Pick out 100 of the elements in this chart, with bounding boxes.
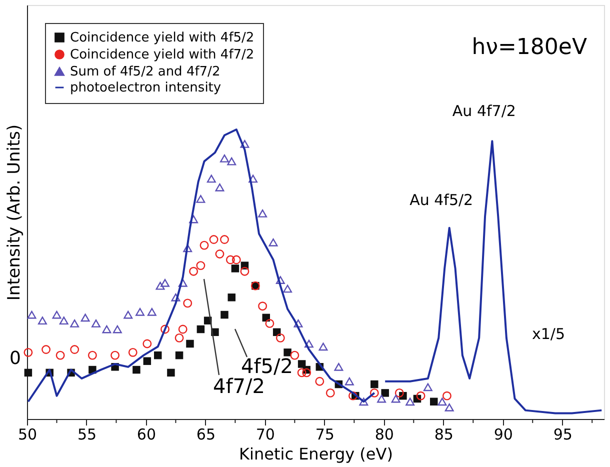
legend-label: Coincidence yield with 4f5/2 [70, 30, 254, 46]
point [406, 398, 415, 406]
point [178, 278, 188, 287]
point [377, 394, 386, 403]
point [258, 302, 268, 311]
point [444, 403, 454, 412]
point [80, 314, 90, 322]
point [136, 308, 144, 316]
point [110, 350, 120, 360]
point [160, 278, 170, 287]
point [344, 377, 354, 386]
text: hν=180eV [472, 35, 587, 60]
point [423, 383, 432, 392]
point [142, 339, 152, 348]
point [27, 310, 36, 319]
point [302, 368, 312, 378]
point [265, 318, 274, 328]
point [348, 391, 358, 400]
annotation: x1/5 [532, 325, 566, 343]
point [112, 325, 122, 334]
point [171, 293, 180, 302]
point [334, 362, 344, 371]
point [160, 324, 170, 334]
point [189, 215, 198, 224]
x-axis-title: Kinetic Energy (eV) [239, 444, 393, 464]
x-tick-label: 75 [315, 426, 334, 444]
point [370, 388, 379, 398]
point [200, 240, 209, 250]
x-tick-label: 65 [196, 426, 216, 444]
point [196, 261, 206, 270]
point [147, 308, 156, 316]
point [294, 320, 303, 328]
point [189, 266, 198, 276]
point [70, 345, 80, 354]
point [215, 183, 224, 192]
point [276, 276, 285, 284]
point [220, 235, 229, 244]
point [128, 348, 138, 357]
point [304, 340, 314, 348]
point [315, 376, 324, 386]
point [38, 316, 47, 325]
point [268, 238, 278, 246]
point [209, 235, 218, 244]
point [284, 348, 292, 356]
point [56, 350, 65, 360]
point [442, 391, 452, 400]
x-tick-label: 55 [77, 426, 97, 444]
point [359, 398, 368, 406]
point [132, 366, 140, 374]
x-tick-label: 80 [374, 426, 394, 444]
y-axis-title: Intensity (Arb. Units) [4, 124, 24, 301]
point [178, 324, 188, 334]
point [438, 398, 447, 406]
point [24, 368, 32, 377]
point [42, 345, 51, 354]
point [24, 348, 33, 357]
point [215, 250, 224, 258]
point [226, 255, 235, 264]
point [416, 391, 426, 400]
legend-label: Sum of 4f5/2 and 4f7/2 [70, 64, 220, 80]
point [394, 388, 404, 398]
point [206, 174, 216, 183]
point [381, 389, 389, 397]
point [232, 255, 241, 264]
x-tick-label: 50 [18, 426, 38, 444]
point [88, 350, 97, 360]
point [174, 333, 184, 342]
point [220, 154, 229, 162]
legend-label: Coincidence yield with 4f7/2 [70, 48, 254, 62]
legend-label: photoelectron intensity [70, 80, 222, 96]
point [186, 340, 194, 348]
annotation: Au 4f7/2 [452, 102, 516, 120]
point [183, 244, 192, 252]
x-tick-label: 95 [553, 426, 572, 444]
point [297, 368, 306, 378]
point [154, 351, 162, 360]
point [196, 325, 205, 334]
point [326, 388, 335, 398]
x-tick-label: 85 [434, 426, 454, 444]
point [92, 320, 100, 328]
point [52, 310, 62, 319]
point [70, 320, 80, 328]
point [248, 174, 258, 183]
point [175, 351, 184, 360]
point [318, 342, 328, 351]
point [227, 157, 236, 166]
point [370, 380, 378, 388]
point [231, 264, 240, 272]
point [196, 195, 206, 203]
text: 0 [10, 348, 21, 369]
point [102, 325, 112, 334]
point [156, 282, 165, 290]
point [167, 368, 175, 377]
point [430, 398, 438, 406]
point [283, 284, 292, 293]
point [220, 310, 228, 319]
point [258, 209, 268, 218]
point [59, 316, 68, 325]
point [391, 394, 400, 403]
annotation: Au 4f5/2 [410, 190, 474, 209]
